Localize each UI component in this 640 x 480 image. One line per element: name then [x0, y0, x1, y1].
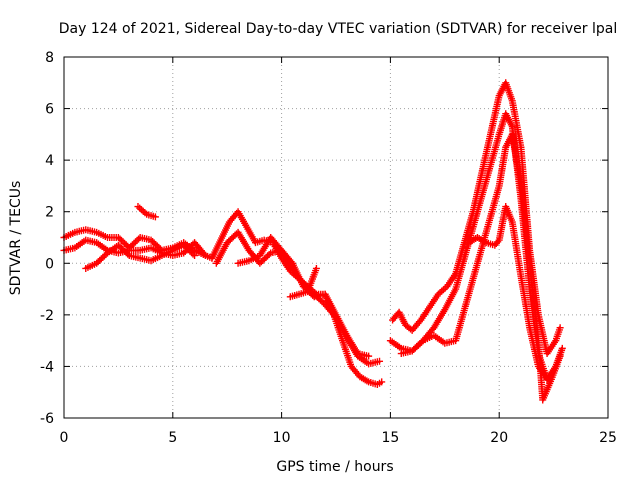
data-point	[556, 324, 564, 332]
data-points	[60, 79, 566, 404]
x-axis-label: GPS time / hours	[276, 459, 393, 475]
chart-title: Day 124 of 2021, Sidereal Day-to-day VTE…	[59, 21, 617, 37]
data-point-interp	[135, 235, 143, 243]
data-point-interp	[265, 250, 273, 258]
x-tick-label: 15	[381, 430, 399, 446]
data-point	[365, 352, 373, 360]
data-point	[201, 252, 209, 260]
data-point-interp	[200, 250, 208, 258]
x-tick-label: 5	[168, 430, 177, 446]
data-point-interp	[189, 250, 197, 258]
data-point	[378, 378, 386, 386]
x-tick-label: 0	[60, 430, 69, 446]
y-tick-label: 6	[45, 102, 54, 118]
data-point	[556, 352, 564, 360]
data-point-interp	[309, 291, 317, 299]
y-tick-label: 2	[45, 205, 54, 221]
data-point	[376, 357, 384, 365]
x-axis-tick-labels: 0 5 10 15 20 25	[60, 430, 617, 446]
plot-frame	[63, 56, 609, 419]
x-tick-label: 20	[490, 430, 508, 446]
data-point	[312, 264, 320, 272]
data-point	[558, 344, 566, 352]
y-axis-label: SDTVAR / TECUs	[8, 181, 24, 296]
data-point	[151, 213, 159, 221]
y-tick-label: 4	[45, 153, 54, 169]
y-axis-tick-labels: -6 -4 -2 0 2 4 6 8	[40, 50, 54, 427]
x-tick-label: 25	[599, 430, 617, 446]
y-tick-label: -6	[40, 411, 54, 427]
data-point-interp	[124, 250, 132, 258]
y-tick-label: -2	[40, 308, 54, 324]
data-point-interp	[417, 338, 425, 346]
x-tick-label: 10	[273, 430, 291, 446]
y-tick-label: -4	[40, 359, 54, 375]
data-point-interp	[287, 258, 295, 266]
y-tick-label: 0	[45, 256, 54, 272]
data-point	[543, 375, 551, 383]
y-tick-label: 8	[45, 50, 54, 66]
data-point	[191, 252, 199, 260]
